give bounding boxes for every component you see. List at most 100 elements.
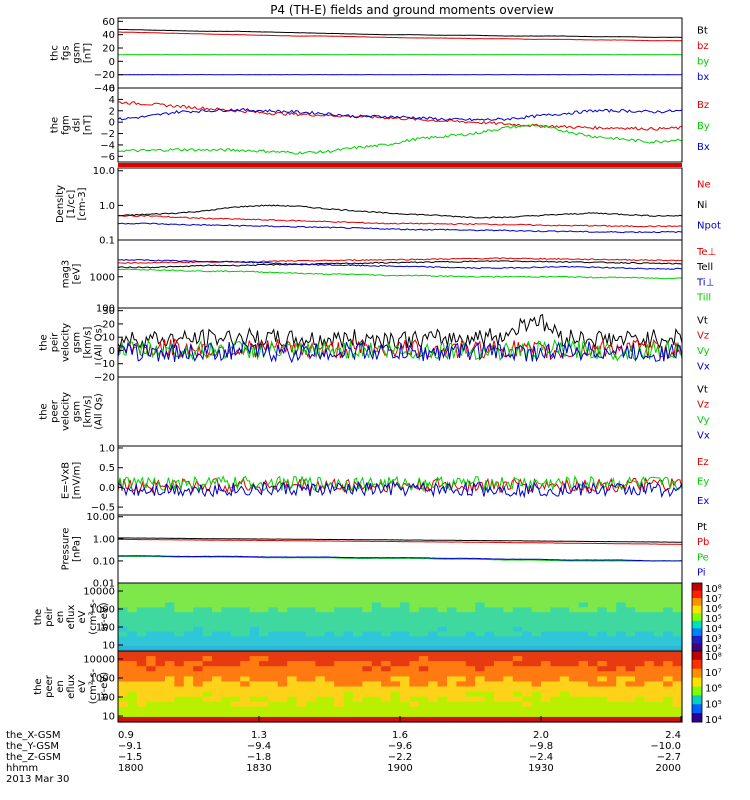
spectro-cell xyxy=(437,691,448,698)
spectro-cell xyxy=(240,587,251,594)
spectro-cell xyxy=(240,696,251,703)
spectro-cell xyxy=(653,691,664,698)
spectro-cell xyxy=(494,597,504,604)
spectro-cell xyxy=(193,636,204,642)
y-tick-label: 1000 xyxy=(90,272,115,283)
spectro-cell xyxy=(456,626,467,633)
spectro-cell xyxy=(118,631,128,638)
spectro-cell xyxy=(456,607,467,613)
spectro-cell xyxy=(324,621,335,628)
spectro-cell xyxy=(343,592,354,599)
spectro-cell xyxy=(559,592,570,599)
spectro-cell xyxy=(324,597,335,604)
spectro-cell xyxy=(118,626,128,633)
spectro-cell xyxy=(494,587,504,594)
spectro-cell xyxy=(503,602,514,608)
spectro-cell xyxy=(324,641,335,647)
spectro-cell xyxy=(522,621,533,628)
spectro-cell xyxy=(512,617,523,623)
spectro-cell xyxy=(136,612,147,618)
spectro-cell xyxy=(277,602,288,608)
spectro-cell xyxy=(230,602,241,608)
spectro-cell xyxy=(588,646,598,652)
spectro-cell xyxy=(428,602,439,608)
spectro-cell xyxy=(230,617,241,623)
spectro-cell xyxy=(503,583,514,589)
spectro-cell xyxy=(475,617,486,623)
spectro-cell xyxy=(494,681,504,688)
spectro-cell xyxy=(183,592,194,599)
spectro-cell xyxy=(174,701,185,708)
spectro-cell xyxy=(409,651,420,657)
spectro-cell xyxy=(306,621,316,628)
spectro-cell xyxy=(306,681,316,688)
spectro-cell xyxy=(400,612,410,618)
spectro-cell xyxy=(653,716,664,723)
spectro-cell xyxy=(230,666,241,672)
footer-value: −9.6 xyxy=(388,741,412,752)
spectro-cell xyxy=(324,716,335,723)
spectro-cell xyxy=(136,666,147,672)
spectro-cell xyxy=(588,597,598,604)
y-tick-label: −10 xyxy=(94,359,115,370)
legend-entry-Vz: Vz xyxy=(697,400,709,411)
spectro-cell xyxy=(136,651,147,657)
spectro-cell xyxy=(183,636,194,642)
spectro-cell xyxy=(315,686,326,693)
spectro-cell xyxy=(155,607,166,613)
spectro-cell xyxy=(306,676,316,683)
spectro-cell xyxy=(418,666,429,672)
spectro-cell xyxy=(456,651,467,657)
spectro-cell xyxy=(428,612,439,618)
spectro-cell xyxy=(437,711,448,718)
spectro-cell xyxy=(503,696,514,703)
spectro-cell xyxy=(334,661,345,667)
spectro-cell xyxy=(193,646,204,652)
spectro-cell xyxy=(277,646,288,652)
spectro-cell xyxy=(409,583,420,589)
colorbar-segment xyxy=(692,620,702,629)
spectro-cell xyxy=(663,716,674,723)
spectro-cell xyxy=(531,706,542,713)
colorbar-segment xyxy=(692,659,702,670)
series-line-Ex xyxy=(117,480,683,499)
spectro-cell xyxy=(588,583,598,589)
spectro-cell xyxy=(588,686,598,693)
y-axis-label-line: peer xyxy=(44,674,55,698)
spectro-cell xyxy=(334,716,345,723)
spectro-cell xyxy=(597,583,608,589)
spectro-cell xyxy=(230,716,241,723)
spectro-cell xyxy=(672,592,683,599)
spectro-cell xyxy=(259,671,269,677)
spectro-cell xyxy=(465,587,476,594)
series-line-Pb xyxy=(118,538,682,545)
y-tick-label: 2 xyxy=(109,106,115,117)
spectro-cell xyxy=(663,711,674,718)
y-axis-label-line: (cm²-s- xyxy=(88,668,99,704)
spectro-cell xyxy=(625,636,636,642)
spectro-cell xyxy=(155,716,166,723)
legend-entry-Bx: Bx xyxy=(697,142,710,153)
spectro-cell xyxy=(324,651,335,657)
spectro-cell xyxy=(512,621,523,628)
spectro-cell xyxy=(616,711,627,718)
spectro-cell xyxy=(559,631,570,638)
spectro-cell xyxy=(127,612,138,618)
footer-value: 0.9 xyxy=(118,730,134,741)
legend-entry-Npot: Npot xyxy=(697,221,721,232)
spectro-cell xyxy=(324,617,335,623)
y-tick-label: 0 xyxy=(109,118,115,129)
spectro-cell xyxy=(400,711,410,718)
spectro-cell xyxy=(522,583,533,589)
spectro-cell xyxy=(475,592,486,599)
spectro-cell xyxy=(606,651,617,657)
spectro-cell xyxy=(183,661,194,667)
y-axis-label: Pressure [nPa] xyxy=(61,528,83,571)
spectro-cell xyxy=(249,646,260,652)
spectro-cell xyxy=(259,583,269,589)
spectro-cell xyxy=(306,656,316,662)
spectro-cell xyxy=(465,661,476,667)
spectro-cell xyxy=(447,636,457,642)
spectro-cell xyxy=(559,656,570,662)
